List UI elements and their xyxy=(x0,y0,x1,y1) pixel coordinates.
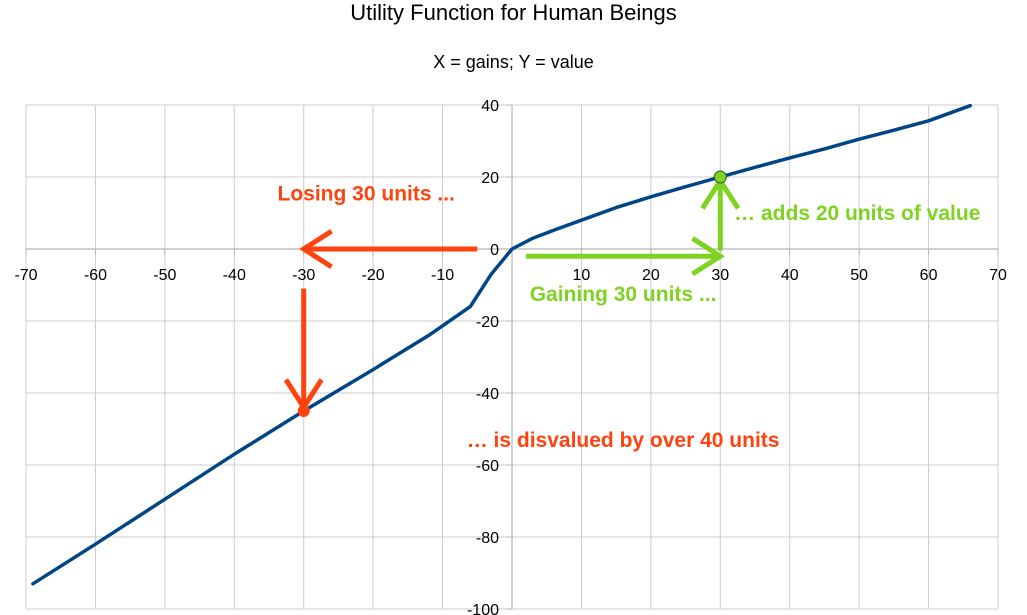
arrow xyxy=(700,175,741,251)
arrow xyxy=(525,236,725,277)
y-tick-label: 20 xyxy=(481,170,499,187)
data-point xyxy=(713,170,727,184)
x-tick-label: -70 xyxy=(14,267,37,284)
axes xyxy=(25,104,999,610)
x-tick-label: -20 xyxy=(362,267,385,284)
x-tick-label: -10 xyxy=(431,267,454,284)
y-tick-label: 40 xyxy=(481,98,499,115)
arrow-head xyxy=(691,236,725,277)
x-tick-label: -60 xyxy=(84,267,107,284)
annotation-text: Losing 30 units ... xyxy=(278,182,455,205)
chart-title: Utility Function for Human Beings xyxy=(350,0,677,25)
annotation-text: Gaining 30 units ... xyxy=(530,283,717,306)
x-tick-label: 20 xyxy=(642,267,660,284)
x-tick-label: 50 xyxy=(850,267,868,284)
y-tick-label: 0 xyxy=(490,242,499,259)
y-tick-label: -100 xyxy=(467,602,499,615)
y-tick-label: -60 xyxy=(476,458,499,475)
arrow xyxy=(283,288,324,413)
arrows xyxy=(283,175,741,413)
series xyxy=(31,103,972,586)
tick-labels: -70 -60 -50 -40 -30 -20 -10 10 20 30 40 50 60 70 -100 -… xyxy=(14,98,1007,615)
data-point xyxy=(297,405,310,417)
annotation-text: … is disvalued by over 40 units xyxy=(467,429,780,452)
x-tick-label: 70 xyxy=(989,267,1007,284)
x-tick-label: -40 xyxy=(223,267,246,284)
annotations: Losing 30 units ... … adds 20 units of va… xyxy=(278,182,981,452)
x-tick-label: -30 xyxy=(292,267,315,284)
x-tick-label: 30 xyxy=(711,267,729,284)
chart-subtitle: X = gains; Y = value xyxy=(433,52,594,72)
x-tick-label: 60 xyxy=(920,267,938,284)
points xyxy=(297,170,727,417)
y-tick-label: -20 xyxy=(476,314,499,331)
series-line xyxy=(31,103,972,586)
x-tick-label: 10 xyxy=(573,267,591,284)
arrow-head xyxy=(299,229,333,269)
x-tick-label: -50 xyxy=(153,267,176,284)
arrow xyxy=(299,229,478,269)
annotation-text: … adds 20 units of value xyxy=(734,202,980,225)
y-tick-label: -80 xyxy=(476,530,499,547)
x-tick-label: 40 xyxy=(781,267,799,284)
y-tick-label: -40 xyxy=(476,386,499,403)
